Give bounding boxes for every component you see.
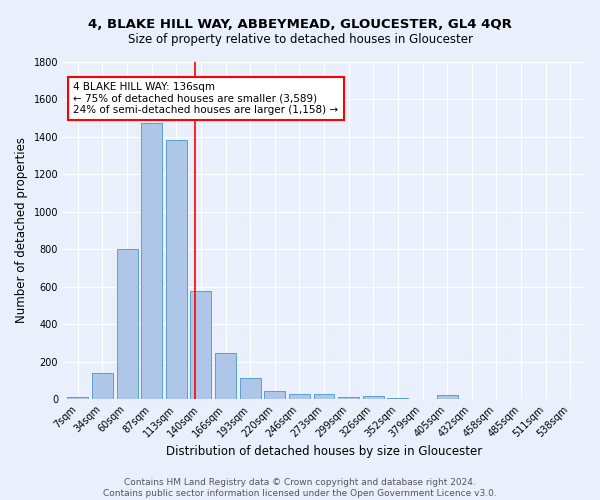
Bar	[166, 140, 187, 399]
Bar	[363, 396, 384, 399]
Bar	[338, 397, 359, 399]
Bar	[67, 398, 88, 399]
Text: Size of property relative to detached houses in Gloucester: Size of property relative to detached ho…	[128, 32, 473, 46]
Bar	[215, 352, 236, 399]
Bar	[314, 394, 334, 399]
Bar	[190, 292, 211, 399]
X-axis label: Distribution of detached houses by size in Gloucester: Distribution of detached houses by size …	[166, 444, 482, 458]
Text: Contains HM Land Registry data © Crown copyright and database right 2024.
Contai: Contains HM Land Registry data © Crown c…	[103, 478, 497, 498]
Text: 4, BLAKE HILL WAY, ABBEYMEAD, GLOUCESTER, GL4 4QR: 4, BLAKE HILL WAY, ABBEYMEAD, GLOUCESTER…	[88, 18, 512, 30]
Text: 4 BLAKE HILL WAY: 136sqm
← 75% of detached houses are smaller (3,589)
24% of sem: 4 BLAKE HILL WAY: 136sqm ← 75% of detach…	[73, 82, 338, 115]
Bar	[265, 392, 285, 399]
Y-axis label: Number of detached properties: Number of detached properties	[15, 138, 28, 324]
Bar	[388, 398, 409, 399]
Bar	[239, 378, 260, 399]
Bar	[116, 249, 137, 399]
Bar	[141, 124, 162, 399]
Bar	[437, 395, 458, 399]
Bar	[92, 373, 113, 399]
Bar	[289, 394, 310, 399]
